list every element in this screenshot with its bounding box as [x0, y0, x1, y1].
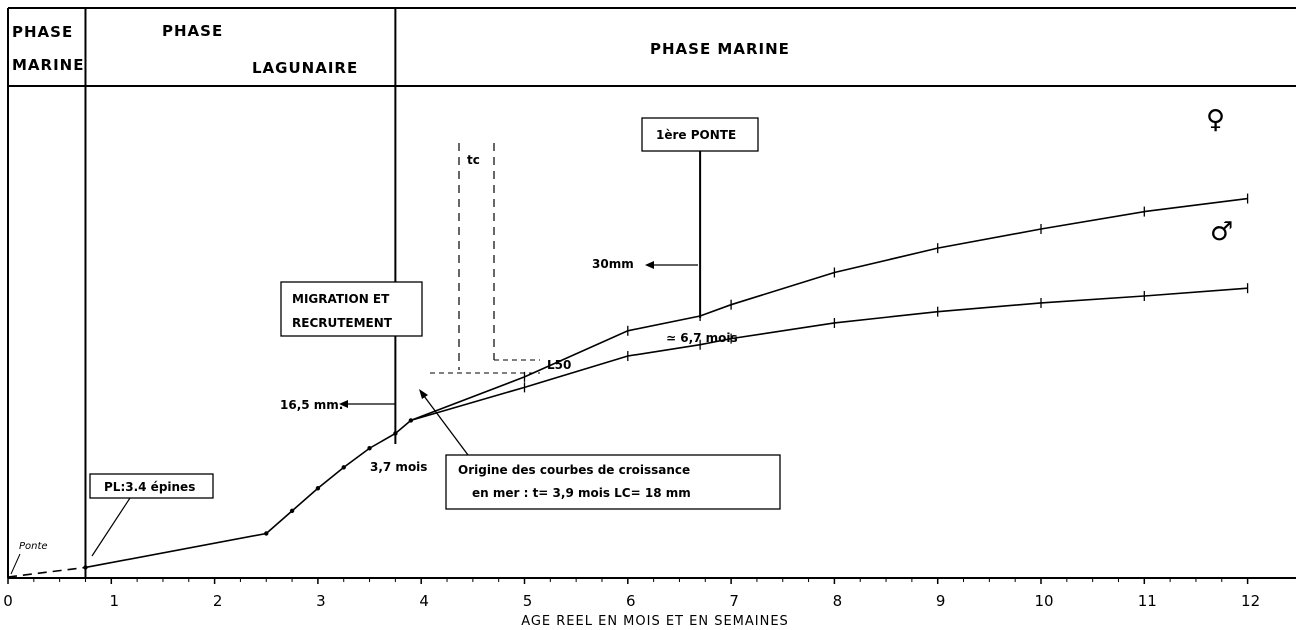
- data-point: [264, 531, 269, 536]
- x-tick-label: 8: [833, 592, 843, 610]
- size-30-arrowhead: [645, 261, 654, 269]
- data-point: [367, 446, 372, 451]
- x-tick-label: 3: [316, 592, 326, 610]
- ponte-label: Ponte: [19, 541, 48, 552]
- series-line-ponte: [7, 566, 86, 578]
- origine-label-line2: en mer : t= 3,9 mois LC= 18 mm: [472, 486, 691, 500]
- migration-age-label: 3,7 mois: [370, 460, 427, 474]
- x-tick-label: 6: [626, 592, 636, 610]
- x-tick-label: 2: [213, 592, 223, 610]
- series-line-lagunaire: [85, 419, 412, 569]
- x-tick-label: 0: [3, 592, 13, 610]
- phase-marine-2: PHASE MARINE: [650, 40, 790, 58]
- data-point: [289, 508, 295, 514]
- series-line-marine: [410, 197, 1248, 422]
- male-symbol: ♂: [1210, 217, 1233, 247]
- origine-box: [445, 454, 781, 510]
- origine-arrow: [423, 395, 469, 456]
- phase-boundaries: [84, 8, 702, 578]
- ponte-arrow: [10, 553, 21, 575]
- migration-label-line1: MIGRATION ET: [292, 292, 390, 306]
- size-30-label: 30mm: [592, 257, 634, 271]
- x-axis: 0 1 2 3 4 5 6 7 8 9 10 11 12: [3, 578, 1260, 610]
- x-tick-label: 4: [419, 592, 429, 610]
- migration-label-line2: RECRUTEMENT: [292, 316, 393, 330]
- first-ponte-box: [641, 117, 759, 152]
- phase-lagunaire-line2: LAGUNAIRE: [252, 59, 358, 77]
- pl-label: PL:3.4 épines: [104, 480, 195, 494]
- x-tick-label: 10: [1034, 592, 1053, 610]
- chart-frame: [7, 7, 1296, 579]
- x-tick-label: 5: [523, 592, 533, 610]
- x-tick-label: 12: [1241, 592, 1260, 610]
- phase-lagunaire-line1: PHASE: [162, 22, 223, 40]
- x-tick-label: 11: [1138, 592, 1157, 610]
- origine-label-line1: Origine des courbes de croissance: [458, 463, 690, 477]
- pl-box: [89, 473, 214, 499]
- migration-box: [280, 281, 423, 337]
- phase-marine-1-line2: MARINE: [12, 56, 84, 74]
- first-ponte-label: 1ère PONTE: [656, 128, 736, 142]
- x-axis-title: AGE REEL EN MOIS ET EN SEMAINES: [521, 614, 789, 629]
- x-tick-label: 1: [110, 592, 120, 610]
- female-symbol: ♀: [1206, 105, 1225, 135]
- size-16-5-arrowhead: [339, 400, 348, 408]
- x-tick-label: 9: [936, 592, 946, 610]
- phase-header: PHASE MARINE PHASE LAGUNAIRE PHASE MARIN…: [12, 22, 790, 77]
- data-point: [341, 465, 346, 470]
- origine-arrowhead: [419, 389, 428, 399]
- series-layer: [7, 193, 1249, 578]
- size-16-5-label: 16,5 mm.: [280, 398, 343, 412]
- data-point: [315, 486, 321, 491]
- l50-label: L50: [547, 358, 571, 372]
- annotations: Ponte PL:3.4 épines MIGRATION ET RECRUTE…: [10, 105, 1233, 575]
- age-6-7-label: ≃ 6,7 mois: [666, 331, 738, 345]
- x-tick-label: 7: [729, 592, 739, 610]
- data-point: [83, 565, 88, 570]
- series-line-marine: [410, 287, 1248, 422]
- pl-arrow: [91, 497, 131, 557]
- data-point: [393, 431, 398, 436]
- phase-marine-1-line1: PHASE: [12, 23, 73, 41]
- tc-label: tc: [467, 153, 480, 167]
